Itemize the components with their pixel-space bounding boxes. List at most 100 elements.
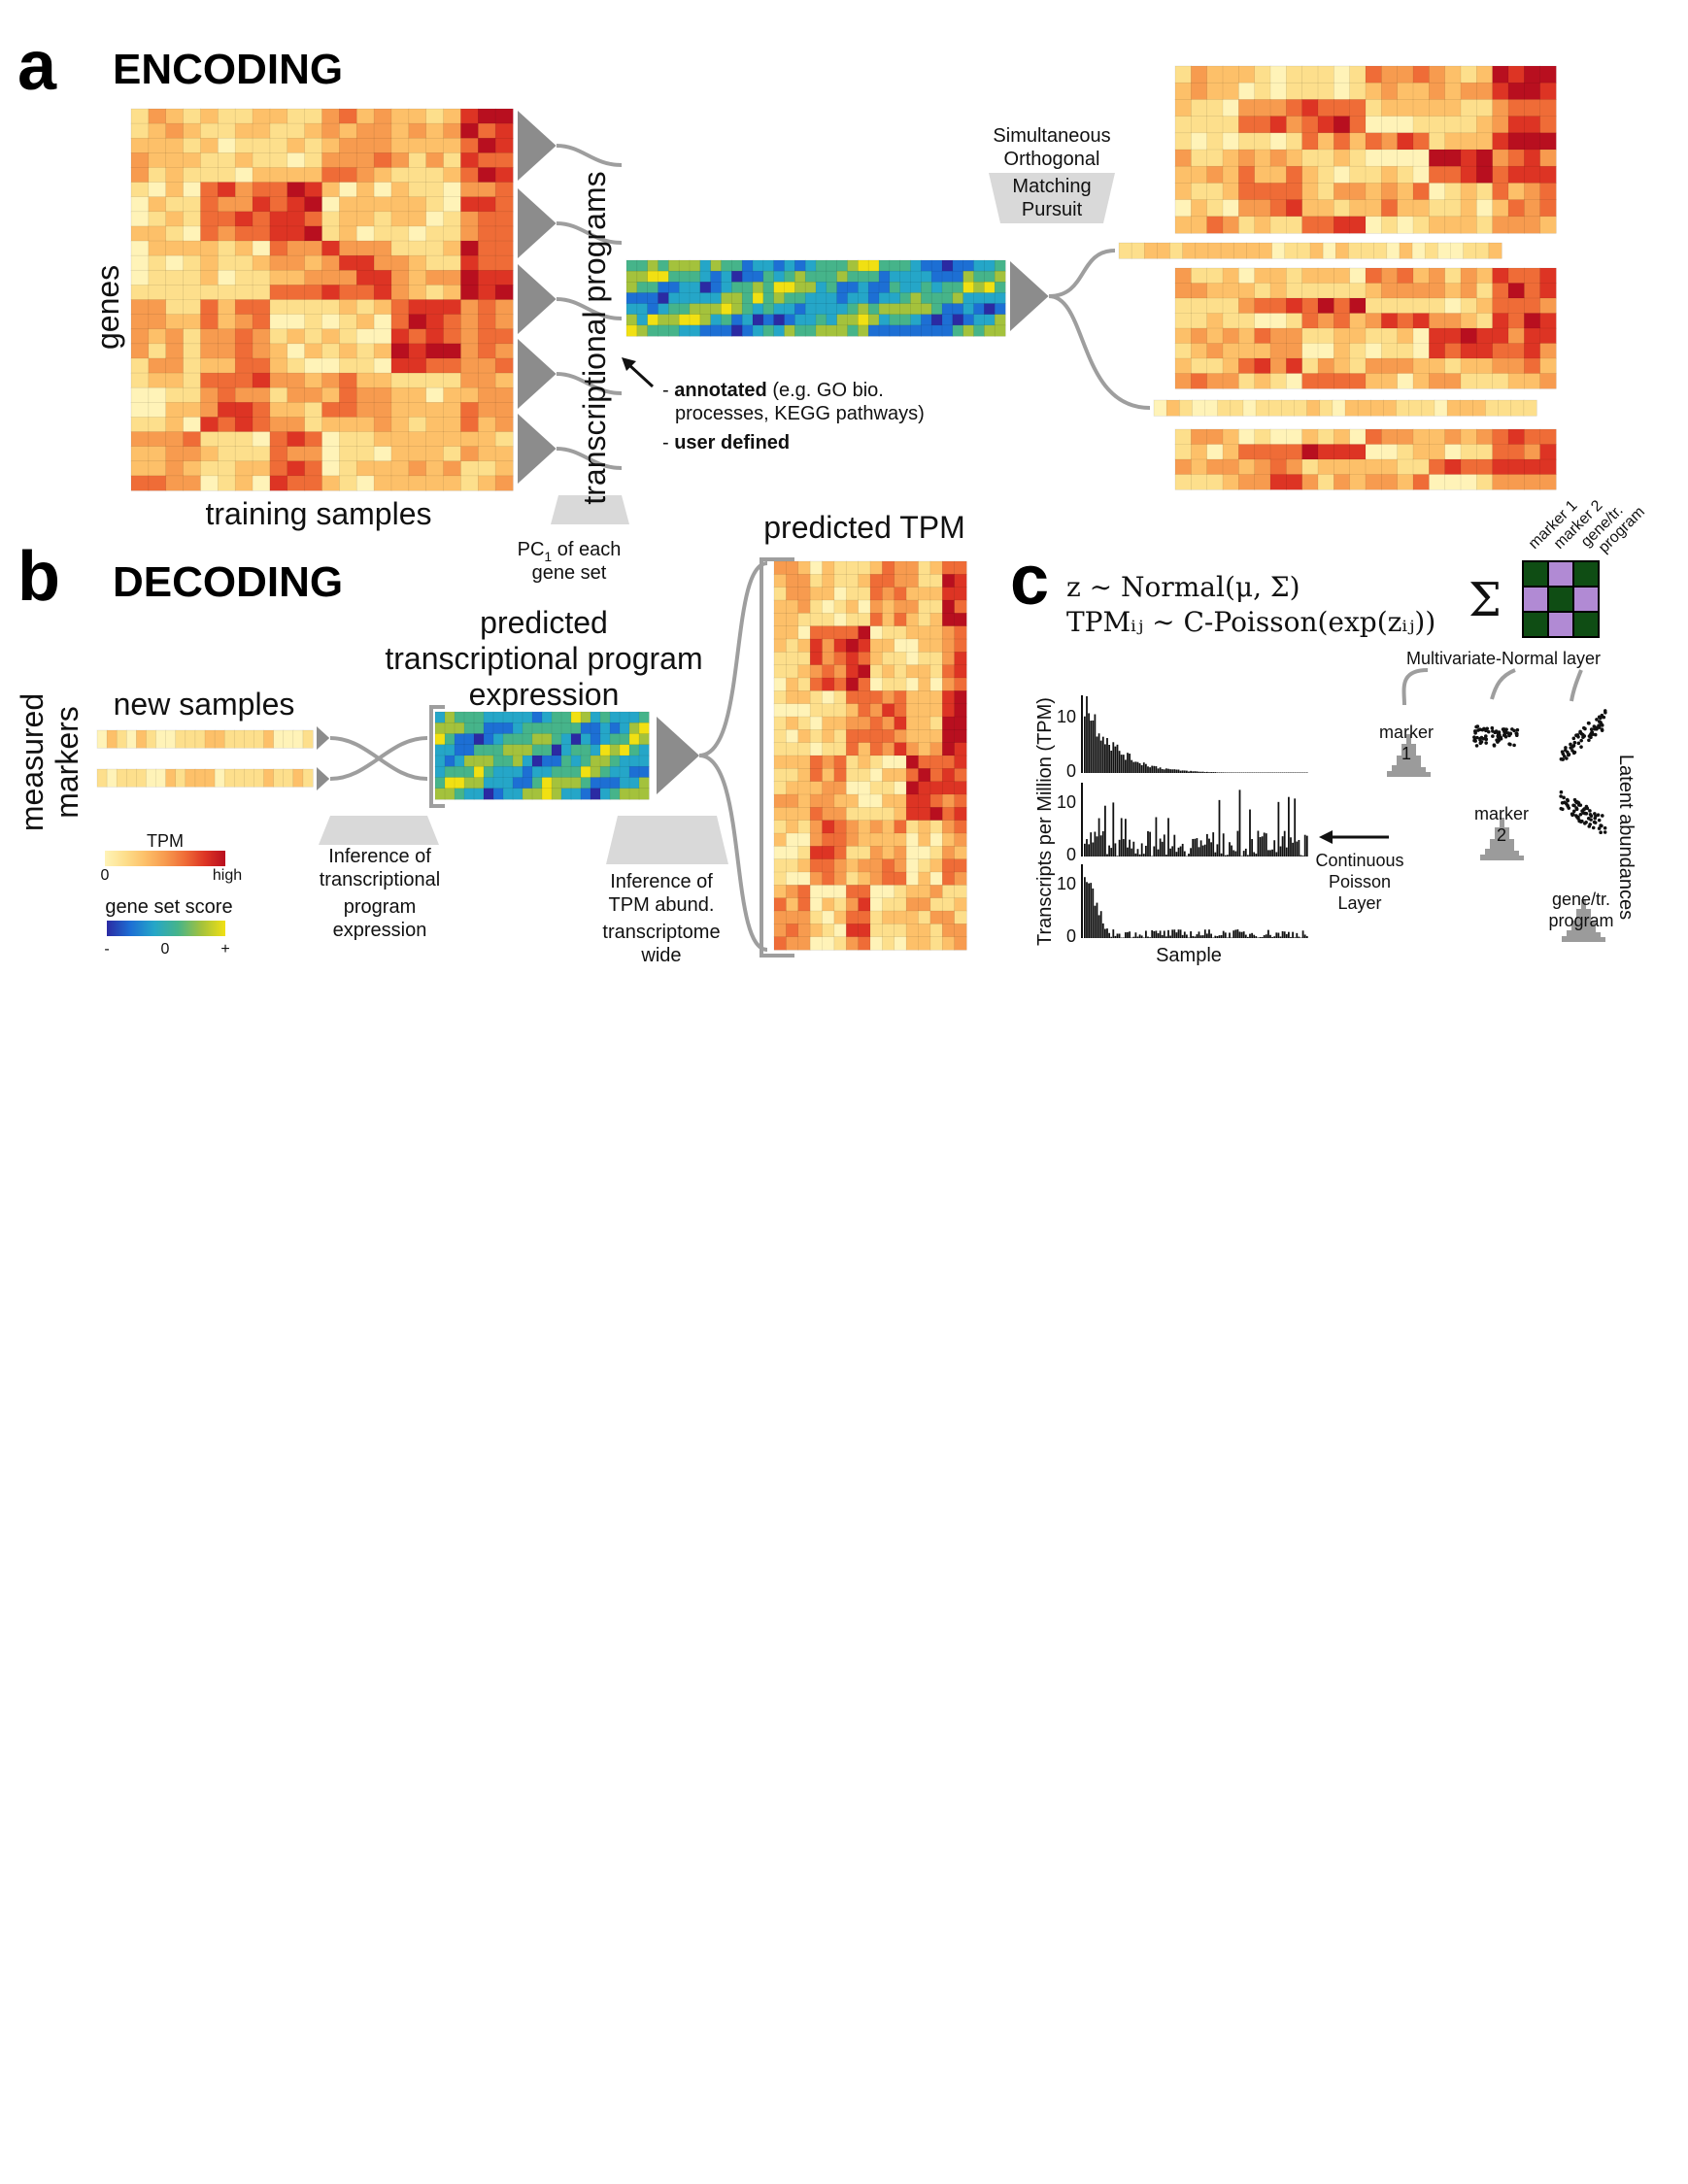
program-heatmap-a-cell: [899, 303, 912, 316]
somp-block-3-cell: [1507, 458, 1525, 476]
somp-block-3-cell: [1397, 474, 1414, 490]
histogram-1-bar: [1129, 754, 1131, 773]
program-heatmap-b-cell: [590, 733, 601, 746]
training-heatmap-cell: [200, 152, 219, 169]
somp-block-1-cell: [1334, 183, 1351, 201]
predicted-tpm-heatmap-cell: [882, 807, 895, 822]
training-heatmap-cell: [355, 460, 375, 477]
training-heatmap-cell: [234, 182, 253, 198]
predicted-tpm-heatmap-cell: [869, 924, 883, 938]
predicted-tpm-heatmap-cell: [797, 871, 811, 886]
program-heatmap-b-cell: [454, 777, 465, 790]
predicted-tpm-heatmap-cell: [797, 716, 811, 730]
predicted-tpm-heatmap-cell: [882, 652, 895, 666]
predicted-tpm-heatmap-cell: [845, 858, 860, 873]
program-heatmap-b-cell: [560, 711, 572, 723]
somp-block-2-cell: [1191, 283, 1208, 299]
somp-block-1-cell: [1524, 149, 1541, 167]
histogram-3-bar: [1171, 929, 1174, 938]
predicted-tpm-heatmap-cell: [833, 910, 847, 924]
training-heatmap-cell: [425, 314, 445, 330]
training-heatmap-cell: [390, 314, 410, 330]
somp-block-2-cell: [1524, 357, 1541, 375]
histogram-3-bar: [1198, 931, 1200, 938]
training-heatmap-cell: [130, 285, 150, 301]
scatter-marker2-program: [1593, 812, 1597, 816]
somp-block-2-cell: [1317, 373, 1334, 389]
new-sample-2-cell: [125, 768, 137, 788]
predicted-tpm-heatmap-cell: [797, 587, 811, 601]
training-heatmap-cell: [148, 211, 167, 227]
somp-block-1-cell: [1191, 82, 1208, 100]
program-heatmap-a-cell: [867, 270, 880, 283]
program-heatmap-a-cell: [804, 324, 817, 337]
histogram-2-bar: [1218, 799, 1221, 857]
somp-block-1-cell: [1524, 183, 1541, 201]
histogram-1-bar: [1247, 772, 1249, 773]
program-heatmap-b-cell: [483, 733, 494, 746]
training-heatmap-cell: [355, 108, 375, 124]
predicted-tpm-heatmap-cell: [858, 664, 871, 679]
somp-strip-1-cell: [1309, 242, 1324, 259]
somp-block-2-cell: [1349, 313, 1367, 329]
somp-block-3-cell: [1381, 428, 1399, 446]
training-heatmap-cell: [287, 240, 306, 256]
training-heatmap-cell: [165, 402, 185, 419]
somp-strip-1-cell: [1463, 242, 1477, 259]
training-heatmap-cell: [304, 343, 323, 359]
new-sample-1-cell: [165, 729, 177, 749]
predicted-tpm-heatmap-cell: [905, 613, 920, 627]
predicted-tpm-heatmap-cell: [894, 820, 907, 834]
scatter-marker2-program: [1589, 818, 1593, 822]
somp-block-3-cell: [1476, 444, 1494, 460]
training-heatmap-cell: [304, 137, 323, 153]
somp-block-2-cell: [1492, 357, 1509, 375]
marker2-distribution: [1495, 827, 1500, 860]
somp-block-3-cell: [1476, 474, 1494, 490]
somp-block-1-cell: [1286, 149, 1303, 167]
training-heatmap-cell: [200, 108, 219, 124]
training-heatmap-cell: [234, 460, 253, 477]
histogram-3-bar: [1305, 936, 1308, 938]
program-heatmap-a-cell: [689, 259, 701, 272]
training-heatmap-cell: [390, 475, 410, 491]
training-heatmap-cell: [287, 343, 306, 359]
somp-block-1-cell: [1381, 82, 1399, 100]
training-heatmap-cell: [269, 431, 288, 448]
predicted-tpm-heatmap-cell: [954, 613, 967, 627]
somp-block-1-cell: [1222, 99, 1239, 118]
predicted-tpm-heatmap-cell: [882, 846, 895, 860]
training-heatmap-cell: [321, 108, 340, 124]
training-heatmap-cell: [304, 167, 323, 184]
training-heatmap-cell: [234, 167, 253, 184]
new-sample-1-cell: [175, 729, 186, 749]
predicted-tpm-heatmap-cell: [941, 652, 956, 666]
training-heatmap-cell: [321, 269, 340, 286]
training-heatmap-cell: [339, 240, 357, 256]
predicted-tpm-heatmap-cell: [773, 910, 787, 924]
training-heatmap-cell: [183, 372, 202, 388]
program-heatmap-a-cell: [899, 281, 912, 294]
program-heatmap-a-cell: [910, 281, 922, 294]
legend-score-title: gene set score: [105, 896, 232, 918]
program-heatmap-a-cell: [731, 270, 743, 283]
histogram-1-bar: [1240, 772, 1243, 773]
predicted-tpm-heatmap-cell: [822, 910, 835, 924]
predicted-tpm-heatmap-cell: [809, 742, 824, 756]
somp-block-2-cell: [1222, 343, 1239, 359]
program-heatmap-a-cell: [625, 314, 638, 326]
histogram-3-bar: [1173, 929, 1176, 938]
somp-block-1-cell: [1492, 82, 1509, 100]
somp-block-2-cell: [1429, 267, 1446, 285]
panel-a-title: ENCODING: [113, 46, 343, 93]
scatter-marker2-program: [1563, 800, 1567, 805]
somp-block-2-cell: [1174, 267, 1192, 285]
predicted-tpm-heatmap-cell: [869, 846, 883, 860]
training-heatmap-cell: [460, 182, 479, 198]
histogram-1-bar: [1190, 770, 1192, 773]
somp-strip-1-cell: [1348, 242, 1363, 259]
scatter-marker2-program: [1579, 820, 1583, 823]
predicted-tpm-heatmap-cell: [822, 690, 835, 705]
somp-block-2-cell: [1397, 343, 1414, 359]
program-heatmap-a-cell: [752, 292, 764, 305]
